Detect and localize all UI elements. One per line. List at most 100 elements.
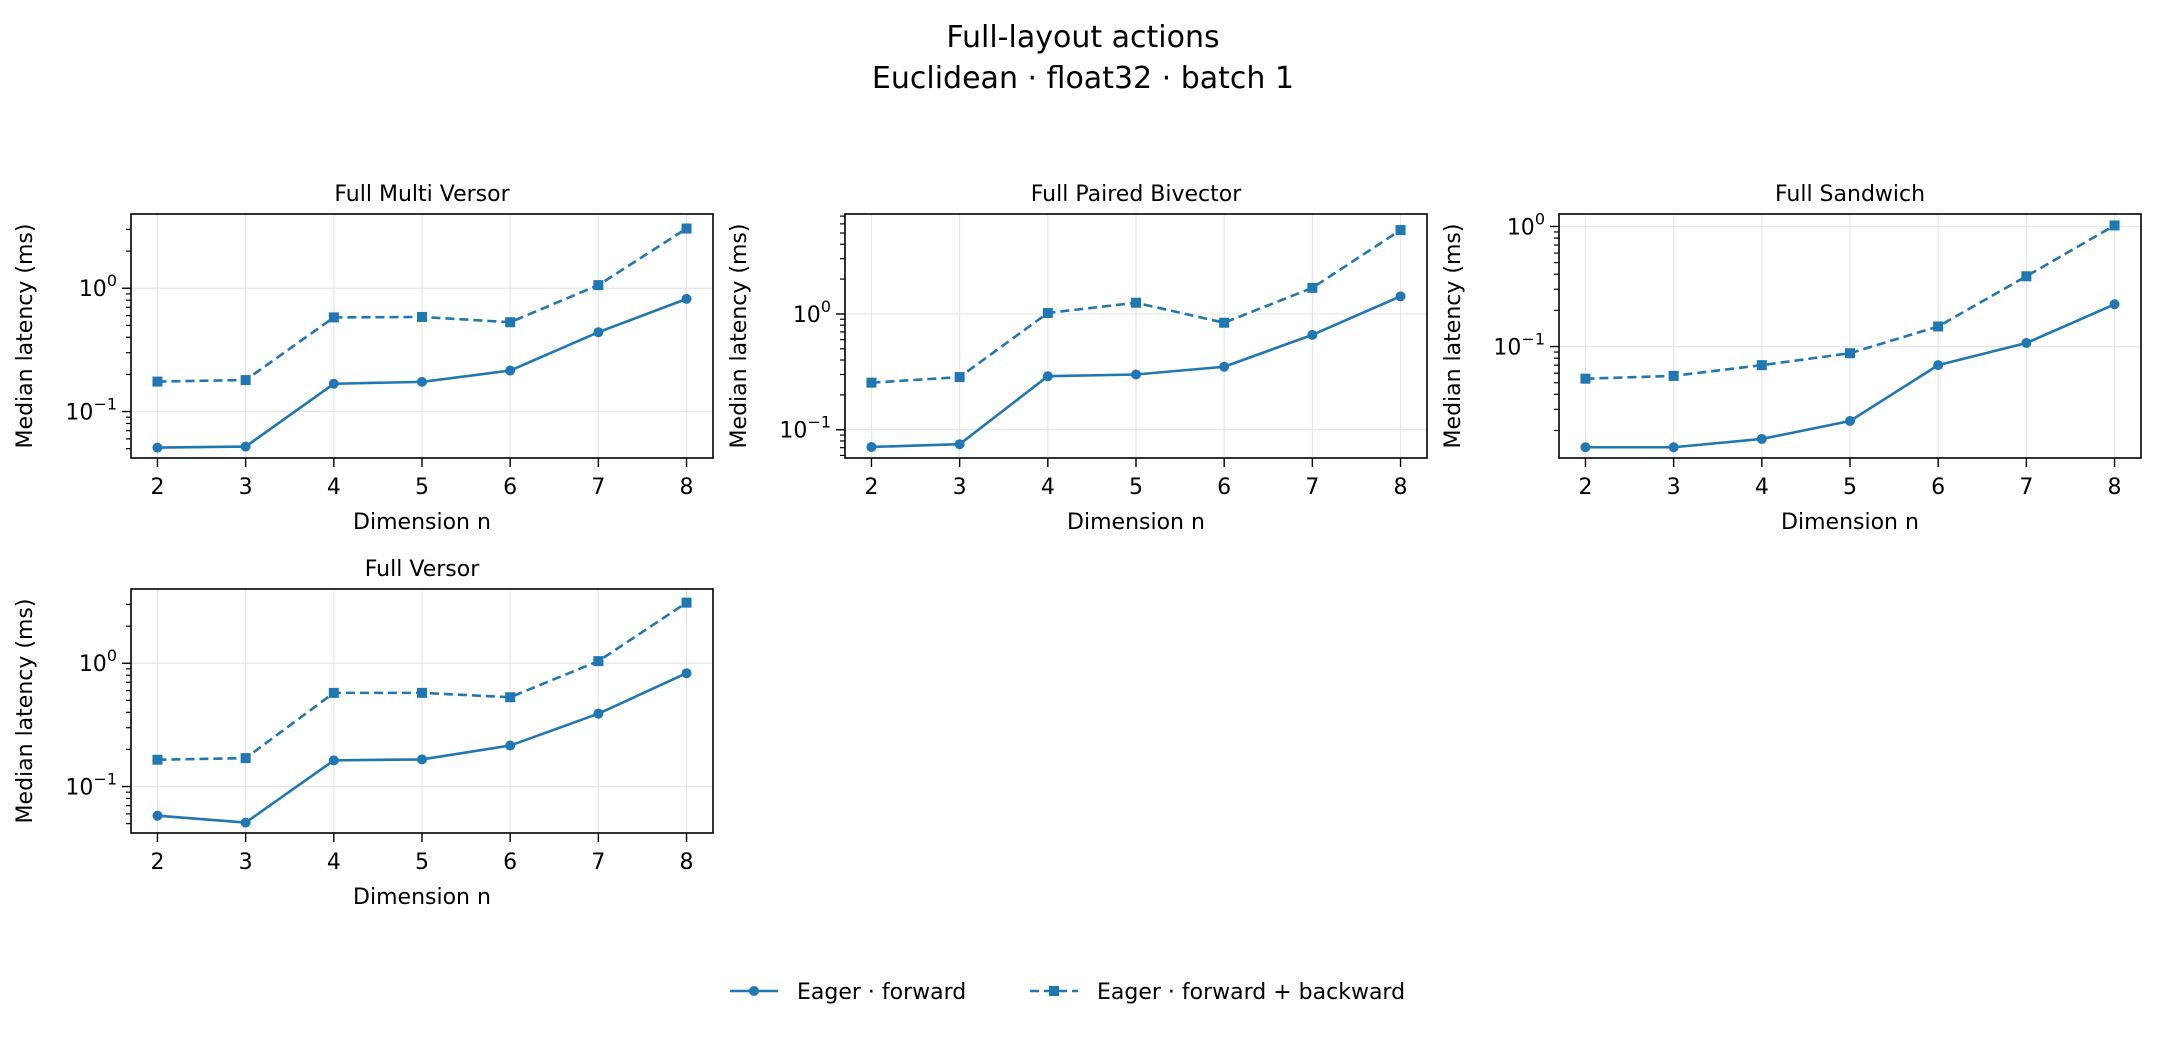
data-point-forward-backward	[954, 372, 965, 383]
figure-title: Full-layout actions	[946, 20, 1219, 55]
subplot-1: 10−1 100 2 3 4 5 6 7 8 Full Multi Versor Dimension…	[13, 182, 714, 535]
legend-label-forward: Eager · forward	[797, 980, 966, 1005]
x-tick-label: 6	[503, 850, 517, 875]
x-tick-label: 4	[1041, 475, 1055, 500]
legend-marker-forward-backward	[1049, 986, 1059, 996]
x-tick-label: 3	[1667, 475, 1681, 500]
data-point-forward	[328, 755, 339, 766]
x-tick-label: 5	[415, 475, 429, 500]
data-point-forward-backward	[328, 312, 339, 323]
x-axis-label: Dimension n	[353, 885, 491, 910]
subplot-grid: 10−1 100 2 3 4 5 6 7 8 Full Multi Versor Dimension…	[13, 182, 2142, 910]
data-point-forward	[1933, 360, 1944, 371]
x-tick-label: 8	[680, 475, 694, 500]
y-tick-label: 100	[793, 297, 831, 328]
x-tick-label: 3	[239, 850, 253, 875]
data-point-forward	[593, 708, 604, 719]
subplot-2: 10−1 100 2 3 4 5 6 7 8 Full Paired Bivector Dimens…	[727, 182, 1428, 535]
y-tick-label: 10−1	[779, 413, 831, 444]
x-tick-label: 7	[2019, 475, 2033, 500]
data-point-forward-backward	[1756, 360, 1767, 371]
data-point-forward	[1219, 361, 1230, 372]
data-point-forward-backward	[2109, 220, 2120, 231]
data-point-forward	[152, 810, 163, 821]
data-point-forward-backward	[240, 375, 251, 386]
x-tick-label: 2	[1578, 475, 1592, 500]
data-point-forward	[2021, 338, 2032, 349]
data-point-forward-backward	[681, 597, 692, 608]
subplot-title: Full Paired Bivector	[1031, 182, 1242, 207]
y-tick-label: 100	[79, 271, 117, 302]
legend: Eager · forward Eager · forward + backwa…	[730, 980, 1405, 1005]
data-point-forward	[593, 327, 604, 338]
data-point-forward	[1395, 291, 1406, 302]
x-tick-label: 6	[503, 475, 517, 500]
data-point-forward-backward	[1395, 225, 1406, 236]
subplot-title: Full Multi Versor	[334, 182, 510, 207]
x-tick-label: 8	[680, 850, 694, 875]
x-tick-label: 5	[1129, 475, 1143, 500]
legend-entry-forward: Eager · forward	[730, 980, 966, 1005]
data-point-forward	[1668, 442, 1679, 453]
y-axis-label: Median latency (ms)	[13, 224, 38, 449]
data-point-forward-backward	[152, 754, 163, 765]
data-point-forward-backward	[505, 692, 516, 703]
data-point-forward	[681, 668, 692, 679]
data-point-forward-backward	[1042, 307, 1053, 318]
data-point-forward-backward	[328, 687, 339, 698]
x-tick-label: 7	[591, 475, 605, 500]
data-point-forward	[1580, 442, 1591, 453]
data-point-forward	[681, 293, 692, 304]
data-point-forward-backward	[1580, 373, 1591, 384]
y-axis-label: Median latency (ms)	[1441, 224, 1466, 449]
y-tick-label: 100	[79, 646, 117, 677]
axes-frame	[130, 588, 714, 834]
x-axis-label: Dimension n	[1067, 510, 1205, 535]
x-tick-label: 3	[953, 475, 967, 500]
data-point-forward-backward	[505, 317, 516, 328]
y-tick-label: 10−1	[65, 770, 117, 801]
data-point-forward-backward	[417, 687, 427, 698]
x-tick-label: 7	[1305, 475, 1319, 500]
data-point-forward-backward	[593, 656, 604, 667]
data-point-forward	[954, 439, 965, 450]
x-tick-label: 2	[150, 475, 164, 500]
y-axis-label: Median latency (ms)	[13, 599, 38, 824]
x-tick-label: 7	[591, 850, 605, 875]
x-axis-label: Dimension n	[353, 510, 491, 535]
data-point-forward-backward	[1845, 348, 1855, 359]
x-axis-label: Dimension n	[1781, 510, 1919, 535]
x-tick-label: 2	[150, 850, 164, 875]
data-point-forward-backward	[1131, 297, 1141, 308]
data-point-forward-backward	[240, 753, 251, 764]
data-point-forward-backward	[2021, 271, 2032, 282]
x-tick-label: 8	[1394, 475, 1408, 500]
data-point-forward-backward	[593, 280, 604, 291]
data-point-forward	[1307, 329, 1318, 340]
x-tick-label: 6	[1931, 475, 1945, 500]
axes-frame	[844, 213, 1428, 459]
data-point-forward-backward	[1668, 370, 1679, 381]
axes-frame	[1558, 213, 2142, 459]
subplot-3: 10−1 100 2 3 4 5 6 7 8 Full Sandwich Dimension n Me…	[1441, 182, 2142, 535]
subplot-title: Full Sandwich	[1775, 182, 1925, 207]
figure-subtitle: Euclidean · float32 · batch 1	[872, 61, 1294, 96]
x-tick-label: 8	[2108, 475, 2122, 500]
x-tick-label: 3	[239, 475, 253, 500]
data-point-forward-backward	[866, 377, 877, 388]
data-point-forward	[1131, 369, 1141, 380]
data-point-forward-backward	[1219, 317, 1230, 328]
axes-frame	[130, 213, 714, 459]
data-point-forward	[240, 817, 251, 828]
data-point-forward-backward	[1933, 321, 1944, 332]
x-tick-label: 4	[327, 475, 341, 500]
data-point-forward-backward	[417, 311, 427, 322]
y-axis-label: Median latency (ms)	[727, 224, 752, 449]
x-tick-label: 2	[864, 475, 878, 500]
data-point-forward	[152, 442, 163, 453]
x-tick-label: 4	[1755, 475, 1769, 500]
legend-label-forward-backward: Eager · forward + backward	[1097, 980, 1405, 1005]
x-tick-label: 6	[1217, 475, 1231, 500]
y-tick-label: 10−1	[1493, 330, 1545, 361]
